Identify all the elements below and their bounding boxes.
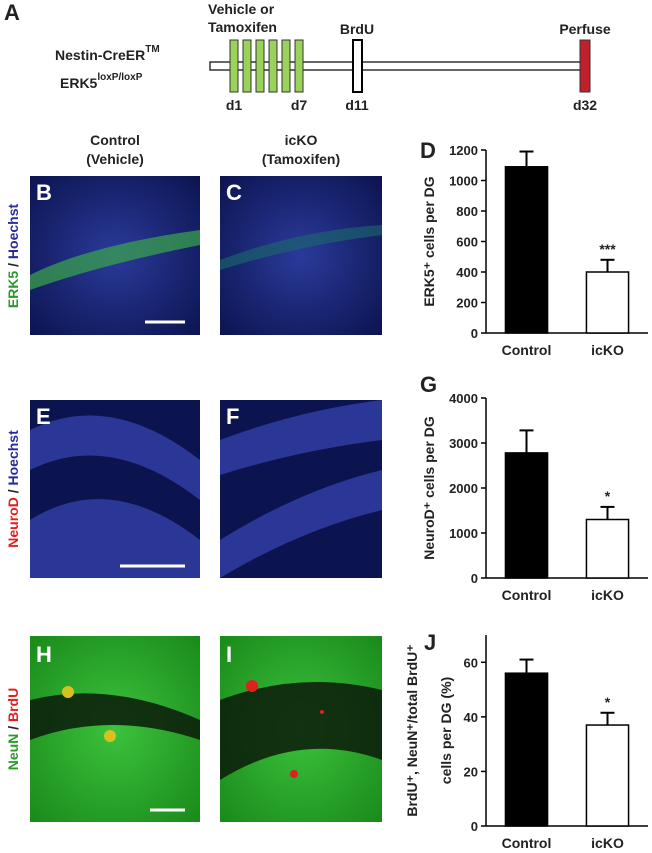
stain-label: ERK5 / Hoechst: [5, 204, 21, 309]
column-header: Control: [90, 132, 140, 148]
panel-label: B: [36, 180, 52, 205]
y-tick-label: 400: [456, 265, 478, 280]
y-axis-label: ERK5⁺ cells per DG: [421, 176, 437, 306]
panel-label: F: [226, 404, 239, 429]
panel-label: A: [4, 0, 20, 25]
y-tick-label: 0: [471, 819, 478, 834]
brdu-label: BrdU: [340, 21, 374, 37]
genotype: ERK5loxP/loxP: [60, 72, 143, 91]
y-tick-label: 1000: [449, 174, 478, 189]
y-tick-label: 4000: [449, 391, 478, 406]
bar: [504, 672, 549, 827]
y-axis-label: cells per DG (%): [438, 677, 454, 784]
day-label: d7: [291, 97, 308, 113]
day-label: d32: [573, 97, 597, 113]
x-tick-label: icKO: [591, 342, 624, 358]
y-axis-label: NeuroD⁺ cells per DG: [421, 416, 437, 560]
x-tick-label: icKO: [591, 835, 624, 851]
significance: *: [605, 488, 611, 504]
panel-label: I: [226, 642, 232, 667]
column-header: (Vehicle): [86, 151, 144, 167]
x-tick-label: icKO: [591, 587, 624, 603]
y-axis-label: BrdU⁺, NeuN⁺/total BrdU⁺: [404, 644, 420, 816]
panel-label: C: [226, 180, 242, 205]
treatment-days: [229, 39, 304, 93]
bar: [504, 166, 549, 334]
stain-label: NeuroD / Hoechst: [5, 430, 21, 548]
genotype: Nestin-CreERTM: [55, 44, 160, 63]
perfuse-day: [579, 39, 591, 93]
panel-label: G: [420, 372, 437, 397]
treatment: Vehicle or: [208, 1, 275, 17]
x-tick-label: Control: [502, 835, 552, 851]
column-header: (Tamoxifen): [262, 151, 340, 167]
bar: [585, 518, 630, 579]
timeline-bar: [209, 61, 589, 71]
y-tick-label: 0: [471, 571, 478, 586]
y-tick-label: 2000: [449, 481, 478, 496]
treatment: Tamoxifen: [208, 19, 277, 35]
panel-label: D: [420, 138, 436, 163]
micrographs: [30, 176, 382, 822]
y-tick-label: 20: [464, 764, 478, 779]
x-tick-label: Control: [502, 587, 552, 603]
x-tick-label: Control: [502, 342, 552, 358]
bar: [585, 271, 630, 334]
panel-label: J: [424, 630, 436, 655]
y-tick-label: 600: [456, 235, 478, 250]
bar: [504, 452, 549, 579]
y-tick-label: 40: [464, 710, 478, 725]
significance: ***: [599, 241, 616, 257]
y-tick-label: 60: [464, 655, 478, 670]
y-tick-label: 1200: [449, 143, 478, 158]
day-label: d1: [226, 97, 243, 113]
bar: [585, 724, 630, 827]
day-label: d11: [345, 97, 369, 113]
significance: *: [605, 694, 611, 710]
perfuse-label: Perfuse: [559, 21, 611, 37]
y-tick-label: 3000: [449, 436, 478, 451]
timeline: Nestin-CreERTM ERK5loxP/loxP Vehicle or …: [55, 1, 611, 113]
brdu-day: [352, 39, 363, 93]
y-tick-label: 800: [456, 204, 478, 219]
column-header: icKO: [285, 132, 318, 148]
y-tick-label: 1000: [449, 526, 478, 541]
y-tick-label: 0: [471, 326, 478, 341]
y-tick-label: 200: [456, 296, 478, 311]
panel-label: E: [36, 404, 51, 429]
panel-label: H: [36, 642, 52, 667]
stain-label: NeuN / BrdU: [5, 688, 21, 770]
